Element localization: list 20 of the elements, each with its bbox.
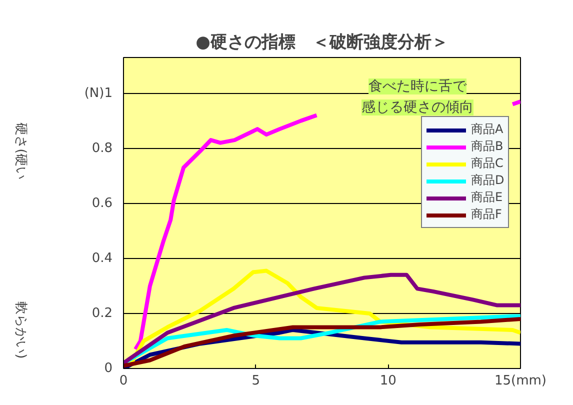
x-tick-label: 10: [380, 374, 396, 388]
x-tick-label: 15(mm): [494, 374, 547, 388]
y-tick-label: 0: [104, 361, 113, 376]
y-tick-label: (N)1: [84, 86, 112, 101]
legend-label: 商品D: [471, 172, 504, 189]
text: 硬さ(硬い: [13, 122, 28, 180]
annotation: 食べた時に舌で感じる硬さの傾向: [362, 78, 474, 116]
legend-label: 商品E: [471, 189, 503, 206]
legend-label: 商品C: [471, 155, 504, 172]
text: 軟らかい): [13, 302, 28, 359]
y-tick-label: 0.2: [92, 306, 113, 321]
y-tick-label: 0.4: [92, 250, 113, 266]
x-tick-label: 5: [252, 374, 260, 388]
legend-label: 商品A: [471, 121, 504, 138]
legend-label: 商品F: [471, 206, 502, 223]
y-tick-label: 0.8: [92, 140, 113, 156]
x-tick-label: 0: [119, 374, 128, 388]
y-tick-label: 0.6: [92, 196, 113, 211]
legend-label: 商品B: [471, 138, 504, 155]
chart-title: ●硬さの指標 ＜破断強度分析＞: [196, 32, 448, 52]
